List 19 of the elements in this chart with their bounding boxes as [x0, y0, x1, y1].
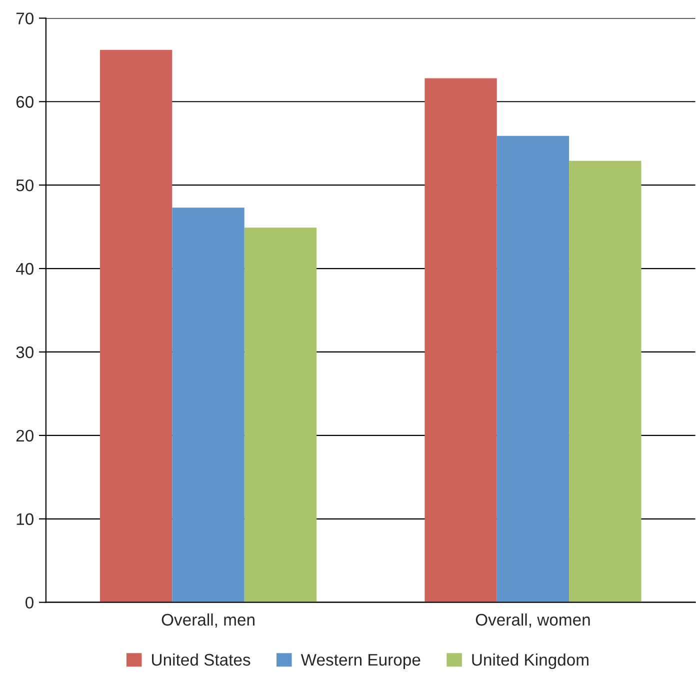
x-tick-label: Overall, women — [476, 613, 590, 628]
legend-label: Western Europe — [300, 654, 420, 670]
legend-label: United States — [152, 653, 250, 666]
y-tick-label: 20 — [16, 430, 34, 442]
bar — [100, 50, 172, 602]
y-tick-label: 0 — [26, 596, 34, 609]
y-tick-label: 10 — [16, 513, 34, 526]
y-tick-label: 70 — [16, 12, 34, 24]
legend-label: United Kingdom — [472, 653, 588, 670]
bar — [172, 208, 244, 602]
y-tick-label: 30 — [16, 346, 34, 358]
y-tick-label: 40 — [16, 262, 34, 275]
bar — [496, 136, 570, 602]
y-tick-label: 50 — [16, 179, 34, 192]
bar — [424, 78, 497, 602]
bar — [569, 160, 642, 602]
x-tick-label: Overall, men — [162, 613, 254, 628]
bar — [244, 228, 317, 602]
y-tick-label: 60 — [16, 96, 34, 108]
